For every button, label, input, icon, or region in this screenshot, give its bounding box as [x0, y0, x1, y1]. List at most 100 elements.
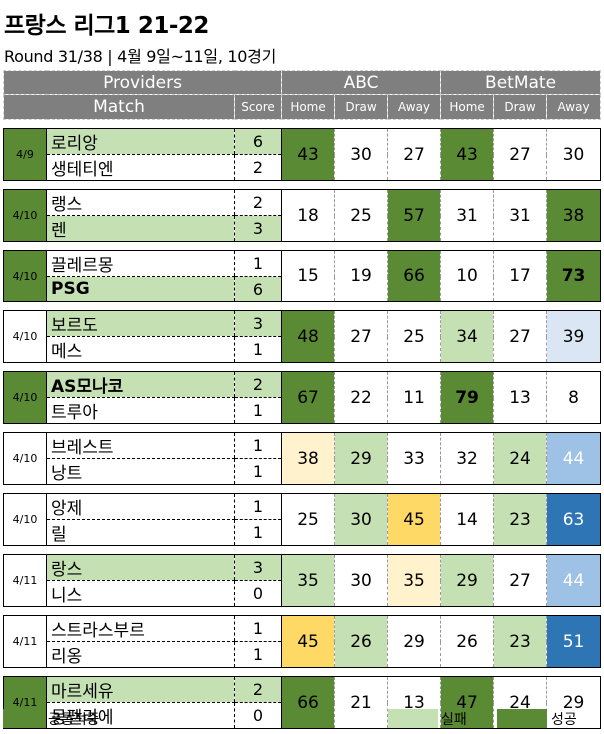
header-row-columns: Match Score Home Draw Away Home Draw Awa…: [3, 94, 602, 120]
away-team: 낭트: [46, 458, 235, 485]
betmate-home-prob: 14: [440, 493, 495, 546]
abc-draw-prob: 29: [334, 432, 389, 485]
away-score: 0: [233, 580, 283, 607]
row-gap: [3, 545, 601, 555]
away-score: 1: [233, 519, 283, 546]
table-row: 리옹 1: [4, 641, 601, 668]
home-score: 1: [233, 250, 283, 277]
abc-away-prob: 33: [387, 432, 442, 485]
home-team: AS모나코: [46, 371, 235, 398]
abc-draw-prob: 25: [334, 189, 389, 242]
gap-cell: [3, 362, 601, 372]
home-score: 1: [233, 432, 283, 459]
abc-draw-prob: 27: [334, 310, 389, 363]
table-row: 4/10 보르도 3 48 27 25 34 27 39: [3, 310, 602, 363]
gap-cell: [3, 606, 601, 616]
home-score: 2: [233, 189, 283, 216]
match-rows: 4/9 로리앙 6 43 30 27 43 27 30 생테티엔 2 4/10 랭스 2 18 25 57 31 3…: [3, 119, 602, 729]
betmate-home-prob: 32: [440, 432, 495, 485]
home-team: 보르도: [46, 310, 235, 337]
table-row: 낭트 1: [4, 458, 601, 485]
table-row: 4/10 AS모나코 2 67 22 11 79 13 8: [3, 371, 602, 424]
home-score: 3: [233, 310, 283, 337]
abc-away-prob: 57: [387, 189, 442, 242]
betmate-away-prob: 44: [546, 432, 602, 485]
betmate-draw-header: Draw: [493, 94, 548, 120]
abc-home-prob: 43: [281, 128, 336, 181]
betmate-home-prob: 79: [440, 371, 495, 424]
betmate-draw-prob: 24: [493, 432, 548, 485]
legend-label-correct: 공통적중: [48, 712, 100, 728]
row-gap: [3, 667, 601, 677]
abc-draw-prob: 22: [334, 371, 389, 424]
table-row: 메스 1: [4, 336, 601, 363]
legend-swatch-success: [497, 709, 547, 728]
betmate-away-header: Away: [546, 94, 602, 120]
table-row: 4/11 마르세유 2 66 21 13 47 24 29: [3, 676, 602, 729]
row-gap: [3, 606, 601, 616]
match-date: 4/10: [3, 310, 47, 363]
home-team: 스트라스부르: [46, 615, 235, 642]
table-row: 4/10 랭스 2 18 25 57 31 31 38: [3, 189, 602, 242]
betmate-draw-prob: 23: [493, 493, 548, 546]
home-score: 1: [233, 615, 283, 642]
match-date: 4/11: [3, 615, 47, 668]
home-team: 랭스: [46, 189, 235, 216]
betmate-home-header: Home: [440, 94, 495, 120]
abc-draw-prob: 30: [334, 554, 389, 607]
home-score: 2: [233, 676, 283, 703]
table-row: 트루아 1: [4, 397, 601, 424]
abc-draw-prob: 26: [334, 615, 389, 668]
betmate-draw-prob: 31: [493, 189, 548, 242]
away-team: 몽펠리에: [46, 702, 235, 729]
home-team: 끌레르몽: [46, 250, 235, 277]
betmate-home-prob: 29: [440, 554, 495, 607]
abc-away-prob: 35: [387, 554, 442, 607]
away-team: 릴: [46, 519, 235, 546]
betmate-draw-prob: 27: [493, 128, 548, 181]
abc-home-prob: 38: [281, 432, 336, 485]
table-row: 4/11 스트라스부르 1 45 26 29 26 23 51: [3, 615, 602, 668]
betmate-away-prob: 73: [546, 250, 602, 302]
abc-home-prob: 25: [281, 493, 336, 546]
away-score: 1: [233, 336, 283, 363]
abc-away-prob: 29: [387, 615, 442, 668]
betmate-away-prob: 51: [546, 615, 602, 668]
away-team: 렌: [46, 215, 235, 242]
row-gap: [3, 423, 601, 433]
row-gap: [3, 484, 601, 494]
match-date: 4/9: [3, 128, 47, 181]
match-date: 4/10: [3, 493, 47, 546]
gap-cell: [3, 484, 601, 494]
header-row-providers: Providers ABC BetMate: [2, 70, 602, 95]
legend-label-success: 성공: [551, 712, 577, 728]
betmate-away-prob: 63: [546, 493, 602, 546]
away-team: PSG: [46, 276, 235, 302]
table-row: 생테티엔 2: [4, 154, 601, 181]
abc-away-prob: 11: [387, 371, 442, 424]
prediction-table: Providers ABC BetMate Match Score Home D…: [2, 70, 602, 729]
gap-cell: [3, 180, 601, 190]
betmate-draw-prob: 27: [493, 554, 548, 607]
away-team: 리옹: [46, 641, 235, 668]
abc-home-header: Home: [281, 94, 336, 120]
betmate-away-prob: 38: [546, 189, 602, 242]
gap-cell: [3, 545, 601, 555]
provider-abc-header: ABC: [281, 70, 442, 95]
away-score: 6: [233, 276, 283, 302]
abc-home-prob: 35: [281, 554, 336, 607]
table-row: 니스 0: [4, 580, 601, 607]
legend-swatch-correct: [3, 709, 44, 728]
abc-home-prob: 67: [281, 371, 336, 424]
abc-home-prob: 48: [281, 310, 336, 363]
abc-away-header: Away: [387, 94, 442, 120]
home-score: 6: [233, 128, 283, 155]
betmate-home-prob: 26: [440, 615, 495, 668]
gap-cell: [3, 423, 601, 433]
match-date: 4/11: [3, 554, 47, 607]
legend-swatch-fail: [388, 709, 438, 728]
away-team: 메스: [46, 336, 235, 363]
home-team: 브레스트: [46, 432, 235, 459]
